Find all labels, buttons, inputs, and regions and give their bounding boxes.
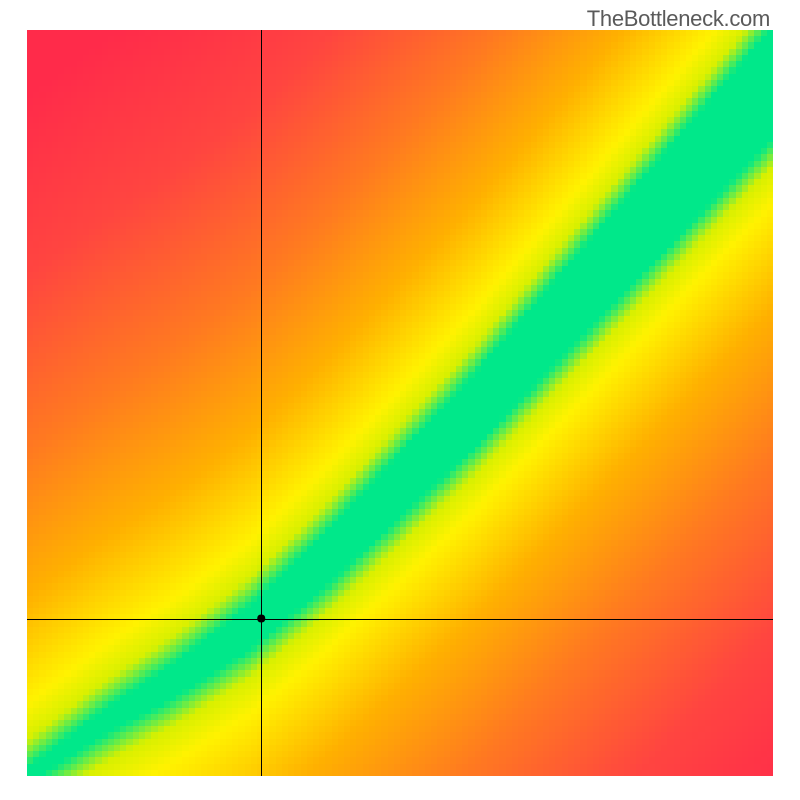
watermark-text: TheBottleneck.com xyxy=(587,6,770,32)
bottleneck-heatmap xyxy=(27,30,773,776)
